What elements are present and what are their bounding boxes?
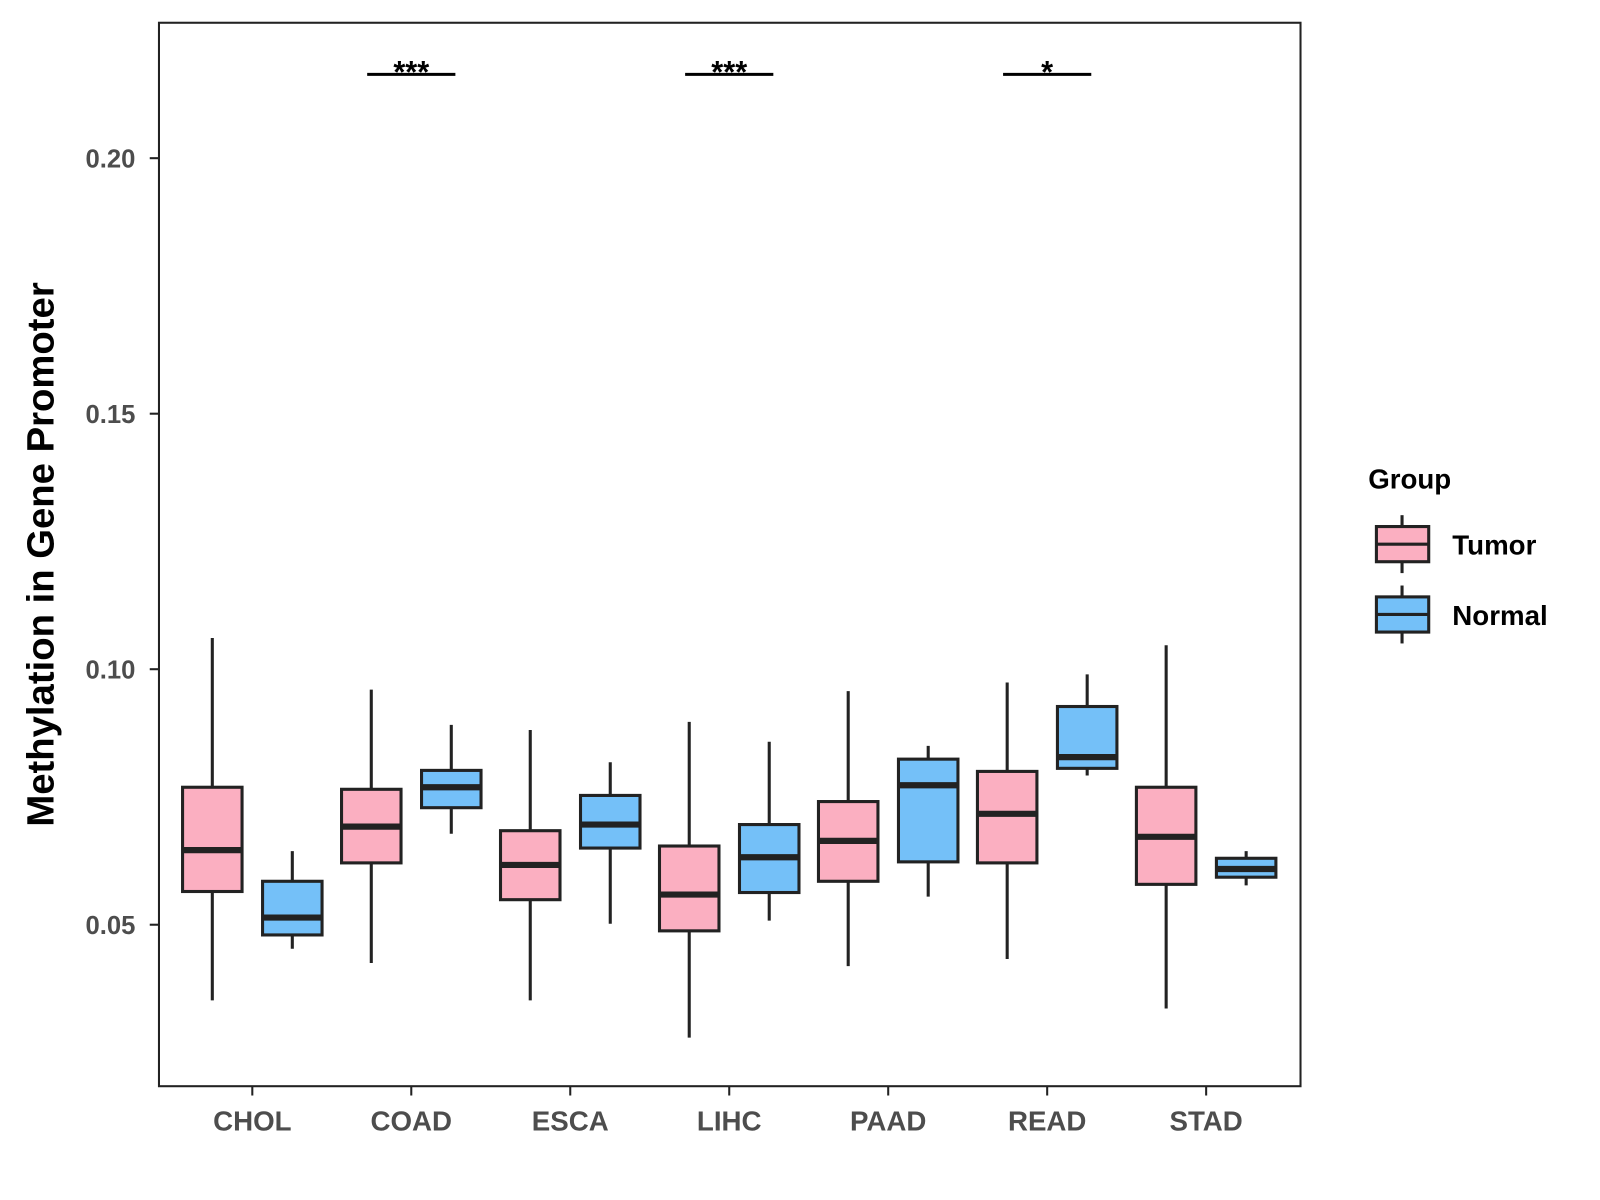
y-axis: 0.05 0.10 0.15 0.20 — [85, 145, 159, 940]
x-tick-label: COAD — [371, 1106, 452, 1137]
x-tick-label: STAD — [1170, 1106, 1243, 1137]
x-tick-label: PAAD — [850, 1106, 926, 1137]
box-iqr — [657, 844, 721, 933]
box-iqr — [181, 785, 244, 894]
significance-label: *** — [393, 55, 429, 90]
box-tumor-read — [975, 682, 1039, 959]
box-normal-paad — [896, 745, 960, 897]
legend-label: Normal — [1452, 600, 1547, 631]
box-tumor-esca — [498, 730, 562, 1001]
box-tumor-coad — [340, 689, 403, 964]
x-tick-label: READ — [1008, 1106, 1086, 1137]
x-tick-label: ESCA — [532, 1106, 609, 1137]
significance-annotations: *** *** * — [367, 55, 1092, 90]
box-tumor-stad — [1134, 645, 1198, 1009]
y-tick-label: 0.05 — [85, 912, 135, 940]
box-tumor-chol — [181, 638, 244, 1001]
box-normal-esca — [578, 762, 642, 924]
x-tick-label: LIHC — [697, 1106, 762, 1137]
legend-item-normal: Normal — [1374, 585, 1548, 644]
box-tumor-paad — [816, 691, 880, 967]
box-normal-chol — [261, 851, 324, 949]
box-iqr — [975, 769, 1039, 865]
plot-panel — [157, 21, 1302, 1088]
y-tick-label: 0.15 — [85, 401, 135, 429]
box-normal-stad — [1214, 851, 1278, 886]
box-tumor-lihc — [657, 721, 721, 1038]
significance-label: * — [1041, 55, 1053, 90]
x-axis: CHOL COAD ESCA LIHC PAAD READ STAD — [213, 1086, 1243, 1137]
significance-label: *** — [711, 55, 747, 90]
x-tick-label: CHOL — [213, 1106, 291, 1137]
box-iqr — [896, 757, 960, 864]
box-iqr — [261, 879, 324, 937]
y-axis-label: Methylation in Gene Promoter — [20, 282, 62, 827]
box-normal-read — [1055, 674, 1119, 776]
y-tick-label: 0.20 — [85, 145, 135, 173]
legend-item-tumor: Tumor — [1374, 515, 1537, 574]
legend-title: Group — [1368, 463, 1451, 494]
legend: Group Tumor Normal — [1368, 463, 1548, 644]
boxes — [181, 638, 1278, 1038]
box-normal-lihc — [737, 741, 801, 921]
box-normal-coad — [420, 724, 483, 834]
y-tick-label: 0.10 — [85, 656, 135, 684]
legend-label: Tumor — [1452, 529, 1536, 560]
